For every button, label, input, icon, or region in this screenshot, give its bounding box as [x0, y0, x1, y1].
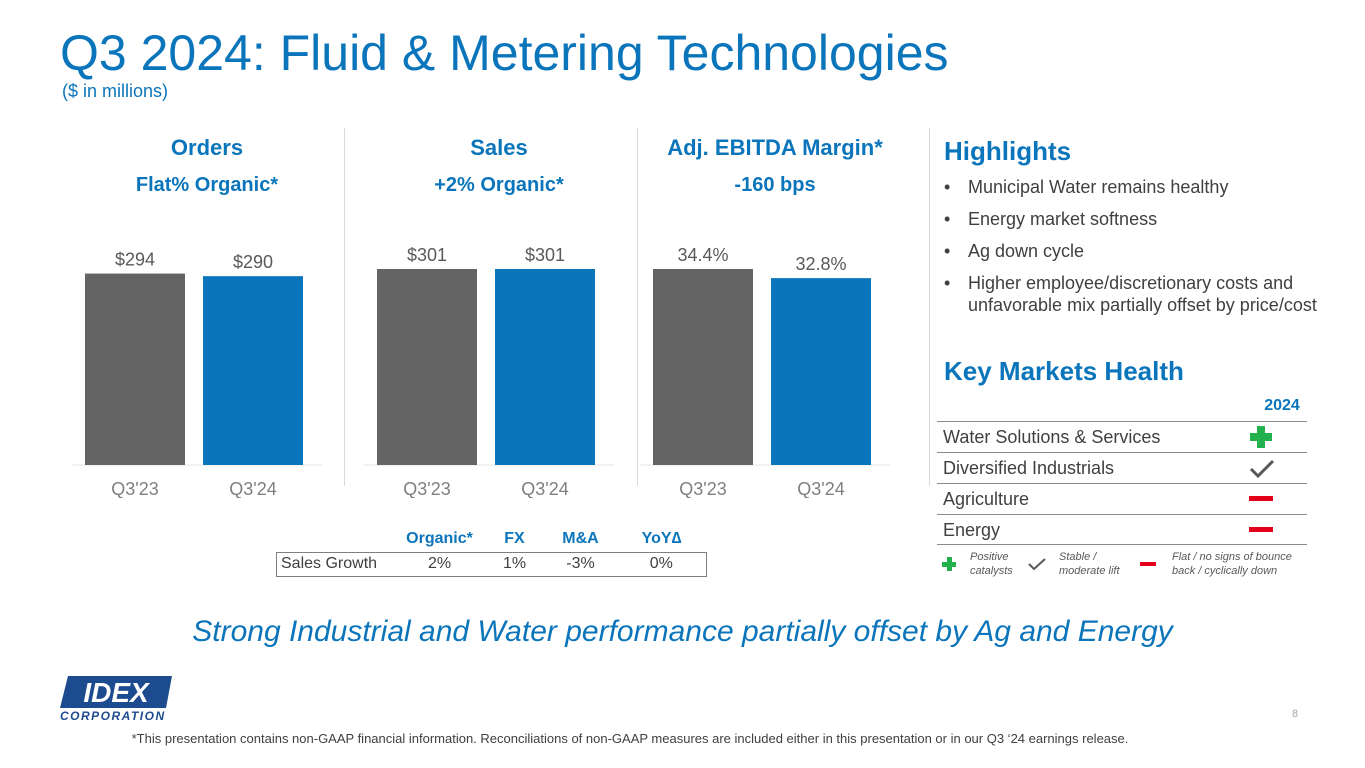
idex-logo: IDEX [60, 676, 172, 708]
market-name: Energy [943, 520, 1001, 540]
x-tick-label: Q3'24 [229, 479, 276, 498]
bar-q323 [653, 269, 753, 465]
ebitda-chart-title: Adj. EBITDA Margin* [667, 135, 883, 160]
orders-chart-title: Orders [170, 135, 244, 160]
logo-text: IDEX [83, 677, 151, 708]
highlights-title: Highlights [944, 136, 1072, 166]
page-title: Q3 2024: Fluid & Metering Technologies [60, 25, 949, 81]
data-label: $290 [233, 252, 273, 272]
ebitda-chart-svg: 34.4% Q3'23 32.8% Q3'24 [640, 245, 890, 498]
bar-q324 [495, 269, 595, 465]
table-cell: 2% [427, 555, 452, 572]
sales-chart-subtitle: +2% Organic* [434, 174, 564, 196]
chart-divider [344, 128, 345, 486]
key-markets-year: 2024 [1264, 397, 1300, 414]
table-row-label: Sales Growth [281, 555, 378, 572]
section-divider [929, 128, 930, 486]
table-row: Water Solutions & Services [937, 421, 1307, 452]
list-item: Higher employee/discretionary costs and … [944, 272, 1324, 316]
tagline: Strong Industrial and Water performance … [192, 615, 1173, 648]
bar-q324 [771, 278, 871, 465]
page-subtitle: ($ in millions) [62, 81, 169, 101]
list-item: Energy market softness [944, 208, 1324, 230]
legend-down: Flat / no signs of bounce back / cyclica… [1172, 551, 1292, 577]
table-row: Sales Growth 2% 1% -3% 0% [276, 552, 707, 576]
data-label: $301 [525, 245, 565, 265]
legend-stable: Stable / moderate lift [1059, 551, 1120, 577]
orders-chart-subtitle: Flat% Organic* [135, 174, 279, 196]
minus-icon [1249, 488, 1273, 510]
table-row: Agriculture [937, 483, 1307, 514]
list-item: Ag down cycle [944, 240, 1324, 262]
highlights-list: Municipal Water remains healthy Energy m… [944, 176, 1324, 326]
logo-subtext: CORPORATION [60, 709, 166, 723]
table-cell: 0% [649, 555, 673, 572]
table-header-organic: Organic* [406, 529, 473, 547]
market-name: Diversified Industrials [943, 458, 1115, 478]
table-header-fx: FX [504, 529, 525, 547]
table-cell: 1% [502, 555, 527, 572]
sales-chart-title: Sales [470, 135, 528, 160]
x-tick-label: Q3'24 [797, 479, 844, 498]
minus-icon [1249, 519, 1273, 541]
sales-growth-table: Organic* FX M&A YoY∆ Sales Growth 2% 1% … [276, 526, 707, 577]
table-row: Energy [937, 514, 1307, 545]
table-header-yoy: YoY∆ [641, 529, 682, 547]
minus-icon [1140, 562, 1156, 566]
bar-q323 [377, 269, 477, 465]
x-tick-label: Q3'23 [403, 479, 450, 498]
table-header-row: Organic* FX M&A YoY∆ [276, 526, 707, 552]
data-label: $301 [407, 245, 447, 265]
data-label: 32.8% [795, 254, 846, 274]
data-label: 34.4% [677, 245, 728, 265]
page-number: 8 [1292, 708, 1299, 720]
market-name: Water Solutions & Services [943, 427, 1161, 447]
x-tick-label: Q3'23 [111, 479, 158, 498]
table-cell: -3% [566, 555, 595, 572]
checkmark-icon [1249, 457, 1275, 479]
checkmark-icon [1028, 557, 1046, 574]
plus-icon [1250, 426, 1274, 448]
sales-chart: $301 Q3'23 $301 Q3'24 Sales +2% Organic* [354, 128, 644, 498]
key-markets-legend: Positive catalysts Stable / moderate lif… [940, 549, 1312, 585]
list-item: Municipal Water remains healthy [944, 176, 1324, 198]
key-markets-table: Water Solutions & Services Diversified I… [937, 421, 1307, 545]
x-tick-label: Q3'24 [521, 479, 568, 498]
ebitda-chart: 34.4% Q3'23 32.8% Q3'24 Adj. EBITDA Margin*… [630, 128, 920, 498]
orders-chart: $294 Q3'23 $290 Q3'24 Orders Flat% Organic* [62, 128, 352, 498]
legend-positive: Positive catalysts [970, 551, 1013, 577]
bar-q323 [85, 273, 185, 465]
table-header-blank [277, 526, 395, 552]
table-row: Diversified Industrials [937, 452, 1307, 483]
plus-icon [942, 557, 956, 571]
ebitda-chart-subtitle: -160 bps [734, 174, 816, 196]
chart-divider [637, 128, 638, 486]
data-label: $294 [115, 250, 155, 270]
x-tick-label: Q3'23 [679, 479, 726, 498]
sales-chart-svg: $301 Q3'23 $301 Q3'24 [364, 245, 614, 498]
footnote: *This presentation contains non-GAAP fin… [131, 731, 1129, 746]
market-name: Agriculture [943, 489, 1030, 509]
orders-chart-svg: $294 Q3'23 $290 Q3'24 [72, 250, 322, 498]
bar-q324 [203, 276, 303, 465]
key-markets-title: Key Markets Health [944, 356, 1184, 386]
table-header-ma: M&A [562, 529, 599, 547]
